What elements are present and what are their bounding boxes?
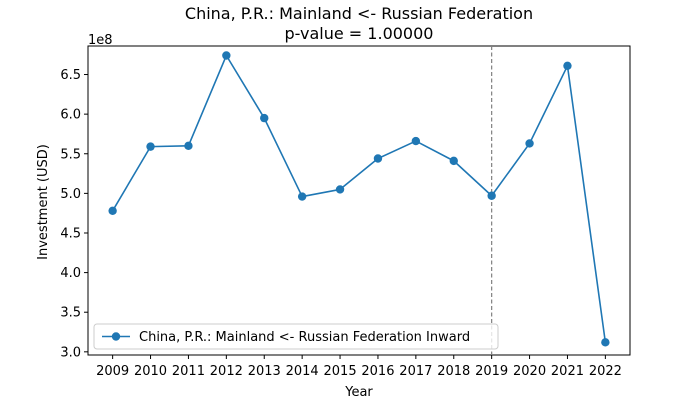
data-point	[335, 185, 345, 194]
legend-box	[93, 323, 499, 350]
data-point	[260, 113, 269, 123]
plot-area: 3.0 3.5 4.0 4.5 5.0 5.5 6.0 6.5 2009 2010 2011 2012…	[60, 45, 631, 379]
plot-frame	[87, 45, 631, 356]
y-tick-label: 5.5	[60, 147, 81, 162]
x-tick-label: 2020	[513, 364, 546, 379]
chart-title: China, P.R.: Mainland <- Russian Federat…	[185, 4, 533, 23]
x-tick-label: 2013	[248, 364, 281, 379]
data-point	[146, 142, 155, 151]
x-axis-label: Year	[344, 385, 373, 400]
legend: China, P.R.: Mainland <- Russian Federat…	[93, 323, 499, 350]
y-axis-label: Investment (USD)	[36, 144, 51, 260]
series-line	[111, 54, 607, 343]
y-tick-label: 5.0	[60, 187, 81, 202]
x-tick-label: 2016	[361, 364, 394, 379]
x-tick-label: 2017	[399, 364, 432, 379]
y-tick-label: 4.0	[60, 266, 81, 281]
data-point	[108, 206, 117, 215]
data-point	[487, 191, 496, 200]
x-tick-label: 2015	[324, 364, 357, 379]
x-tick-label: 2014	[286, 364, 319, 379]
data-point	[449, 156, 458, 166]
data-point	[222, 51, 231, 60]
chart-subtitle: p-value = 1.00000	[285, 24, 434, 43]
y-axis-offset-label: 1e8	[88, 33, 113, 48]
data-point	[184, 141, 193, 151]
x-tick-label: 2021	[551, 364, 584, 379]
data-point	[411, 136, 421, 146]
x-tick-label: 2009	[96, 364, 129, 379]
y-tick-label: 3.0	[60, 345, 81, 360]
y-tick-label: 6.0	[60, 108, 81, 123]
data-point	[563, 61, 572, 71]
x-tick-label: 2019	[475, 364, 508, 379]
x-tick-label: 2010	[134, 364, 167, 379]
data-point	[601, 338, 610, 347]
legend-marker-swatch	[111, 332, 121, 341]
data-point	[373, 154, 383, 163]
legend-label: China, P.R.: Mainland <- Russian Federat…	[139, 330, 470, 345]
x-tick-label: 2012	[210, 364, 243, 379]
x-tick-label: 2018	[437, 364, 470, 379]
y-tick-label: 4.5	[60, 226, 81, 241]
x-tick-label: 2011	[172, 364, 205, 379]
data-point	[297, 192, 307, 201]
y-tick-label: 6.5	[60, 68, 81, 83]
x-tick-label: 2022	[589, 364, 622, 379]
data-point	[525, 139, 534, 148]
y-tick-label: 3.5	[60, 306, 81, 321]
